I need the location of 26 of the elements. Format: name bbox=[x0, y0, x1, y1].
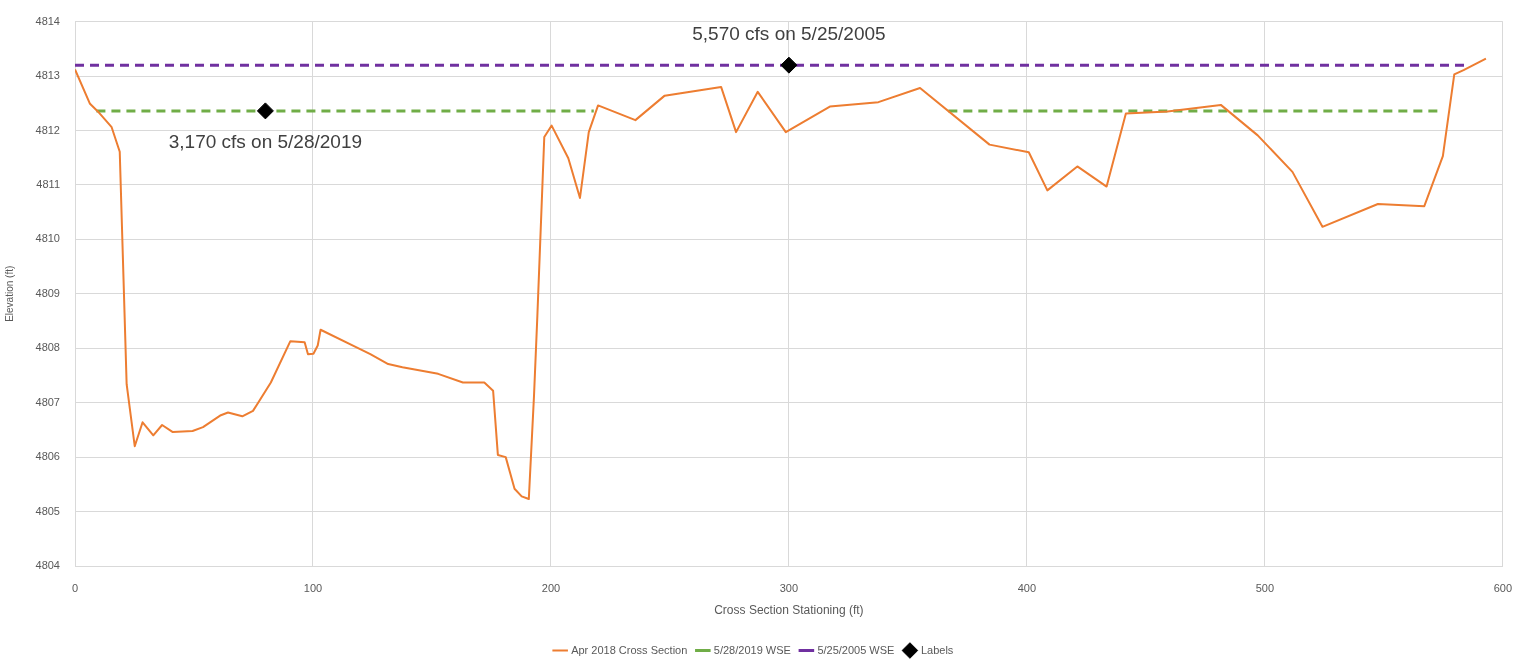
x-axis-title: Cross Section Stationing (ft) bbox=[714, 603, 864, 618]
y-tick-label: 4811 bbox=[36, 177, 60, 190]
legend-label: Labels bbox=[920, 643, 954, 656]
x-tick-label: 100 bbox=[303, 581, 323, 594]
x-tick-label: 600 bbox=[1493, 581, 1512, 594]
y-tick-label: 4804 bbox=[35, 559, 60, 572]
y-tick-label: 4807 bbox=[35, 395, 60, 408]
y-tick-label: 4806 bbox=[35, 450, 60, 463]
y-tick-label: 4810 bbox=[35, 232, 60, 245]
legend-label: 5/28/2019 WSE bbox=[713, 643, 791, 656]
y-tick-label: 4812 bbox=[35, 123, 60, 136]
x-tick-label: 0 bbox=[71, 581, 79, 594]
y-axis-title: Elevation (ft) bbox=[3, 265, 15, 322]
x-tick-label: 300 bbox=[779, 581, 799, 594]
y-tick-label: 4805 bbox=[35, 504, 60, 517]
legend-label: Apr 2018 Cross Section bbox=[571, 643, 688, 656]
annotation: 3,170 cfs on 5/28/2019 bbox=[168, 131, 363, 153]
x-tick-label: 400 bbox=[1017, 581, 1037, 594]
annotation: 5,570 cfs on 5/25/2005 bbox=[692, 23, 886, 45]
y-tick-label: 4809 bbox=[35, 286, 60, 299]
y-tick-label: 4813 bbox=[35, 69, 60, 82]
legend-label: 5/25/2005 WSE bbox=[817, 643, 895, 656]
y-tick-label: 4808 bbox=[35, 341, 60, 354]
x-tick-label: 200 bbox=[541, 581, 561, 594]
y-tick-label: 4814 bbox=[35, 14, 60, 27]
x-tick-label: 500 bbox=[1255, 581, 1275, 594]
